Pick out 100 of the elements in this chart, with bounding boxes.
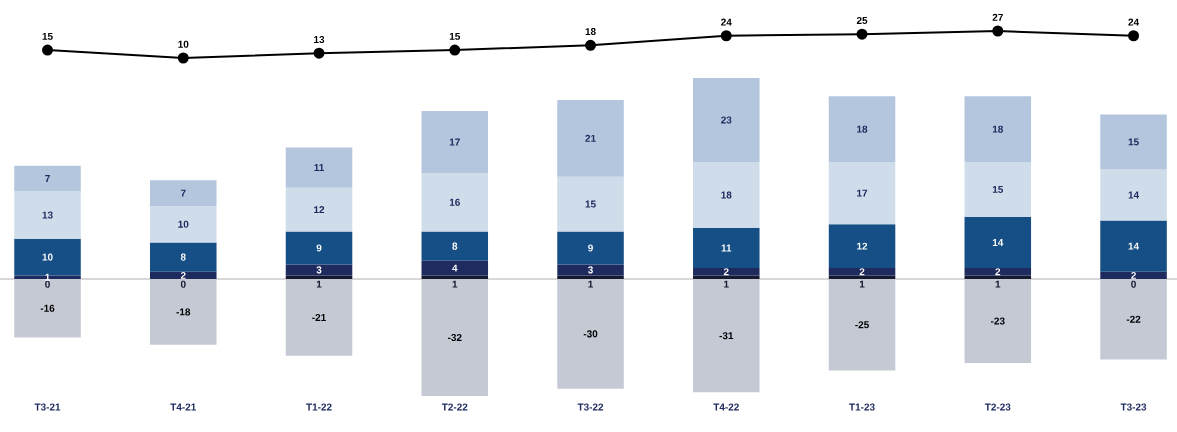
bar [693,227,760,269]
data-label: 9 [588,244,593,252]
x-tick-label: T4-21 [170,403,196,411]
data-label: 1 [45,273,51,281]
x-tick-label: T3-22 [577,403,604,411]
bar [14,279,81,338]
data-label: 12 [314,206,325,214]
data-label: 25 [856,16,868,24]
data-label: -22 [1126,315,1141,323]
data-label: 8 [180,253,186,261]
data-label: 15 [992,186,1004,193]
data-label: 13 [42,211,53,219]
bar [14,275,81,280]
data-label: 1 [724,280,729,288]
point [449,44,461,56]
data-label: 2 [1131,271,1136,279]
bar [964,216,1032,269]
text: 0 [45,280,50,288]
text: 0 [180,280,186,288]
data-label: 4 [452,264,458,272]
data-label: 1 [995,280,1001,288]
bar [285,147,353,188]
bar [964,96,1032,163]
data-label: 9 [316,244,322,252]
data-label: 1 [859,280,865,288]
data-label: 14 [1128,242,1140,250]
data-label: 12 [857,242,868,250]
data-label: 3 [587,266,593,274]
bar [693,162,760,228]
data-label: -32 [447,333,462,342]
data-label: 18 [992,125,1004,133]
data-label: 14 [1128,191,1140,199]
bar [828,96,896,163]
bar [557,279,624,389]
data-label: 13 [314,35,325,44]
data-label: 1 [316,280,322,288]
bar [693,275,760,280]
data-label: -30 [583,330,598,338]
bar [285,275,353,280]
bar [150,271,217,280]
x-tick-label: T2-23 [984,403,1011,411]
bar [693,78,760,163]
bar [693,268,760,276]
data-label: 23 [721,116,732,124]
bar [150,242,217,272]
bar [557,264,624,276]
data-label: -16 [40,304,55,312]
bar [150,205,217,243]
data-label: 1 [452,280,458,288]
bar [557,231,624,265]
data-label: 10 [178,220,189,228]
bar [557,275,624,280]
bar [421,231,489,261]
bar [285,279,353,356]
point [1128,30,1140,42]
data-label: 2 [180,271,186,279]
x-tick-label: T3-21 [34,403,61,411]
bar [964,279,1032,364]
bar [150,180,217,206]
data-label: 11 [721,244,732,252]
bar [14,165,81,192]
data-label: 2 [995,268,1001,276]
data-label: 10 [178,40,189,48]
point [585,39,597,51]
point [313,47,325,59]
bar [150,279,217,345]
bar [557,99,624,177]
data-label: 14 [992,239,1004,246]
point [720,30,732,42]
bar [1100,114,1167,170]
bar [964,268,1032,276]
data-label: 21 [585,134,596,142]
bar [285,264,353,276]
data-label: 18 [585,28,596,36]
data-label: 15 [1128,138,1139,146]
x-tick-label: T3-23 [1120,403,1147,411]
bar [285,231,353,265]
bar [828,275,896,280]
point [177,52,189,64]
data-label: 27 [992,13,1003,21]
x-tick-label: T4-22 [713,403,739,411]
bar [421,110,489,174]
data-label: 1 [588,280,594,288]
text: 0 [1131,280,1136,288]
point [42,44,54,56]
bar [285,187,353,232]
data-label: -21 [312,313,326,321]
x-tick-label: T1-22 [306,403,332,411]
data-label: 17 [449,138,460,146]
bar [828,162,896,225]
data-label: 24 [721,18,732,26]
bar [828,224,896,269]
data-label: 18 [721,191,732,199]
bar [421,279,489,396]
data-label: 18 [857,125,868,133]
data-label: -25 [855,321,869,329]
bar [693,279,760,393]
point [992,25,1004,37]
bar [421,260,489,276]
data-label: 15 [585,200,596,208]
